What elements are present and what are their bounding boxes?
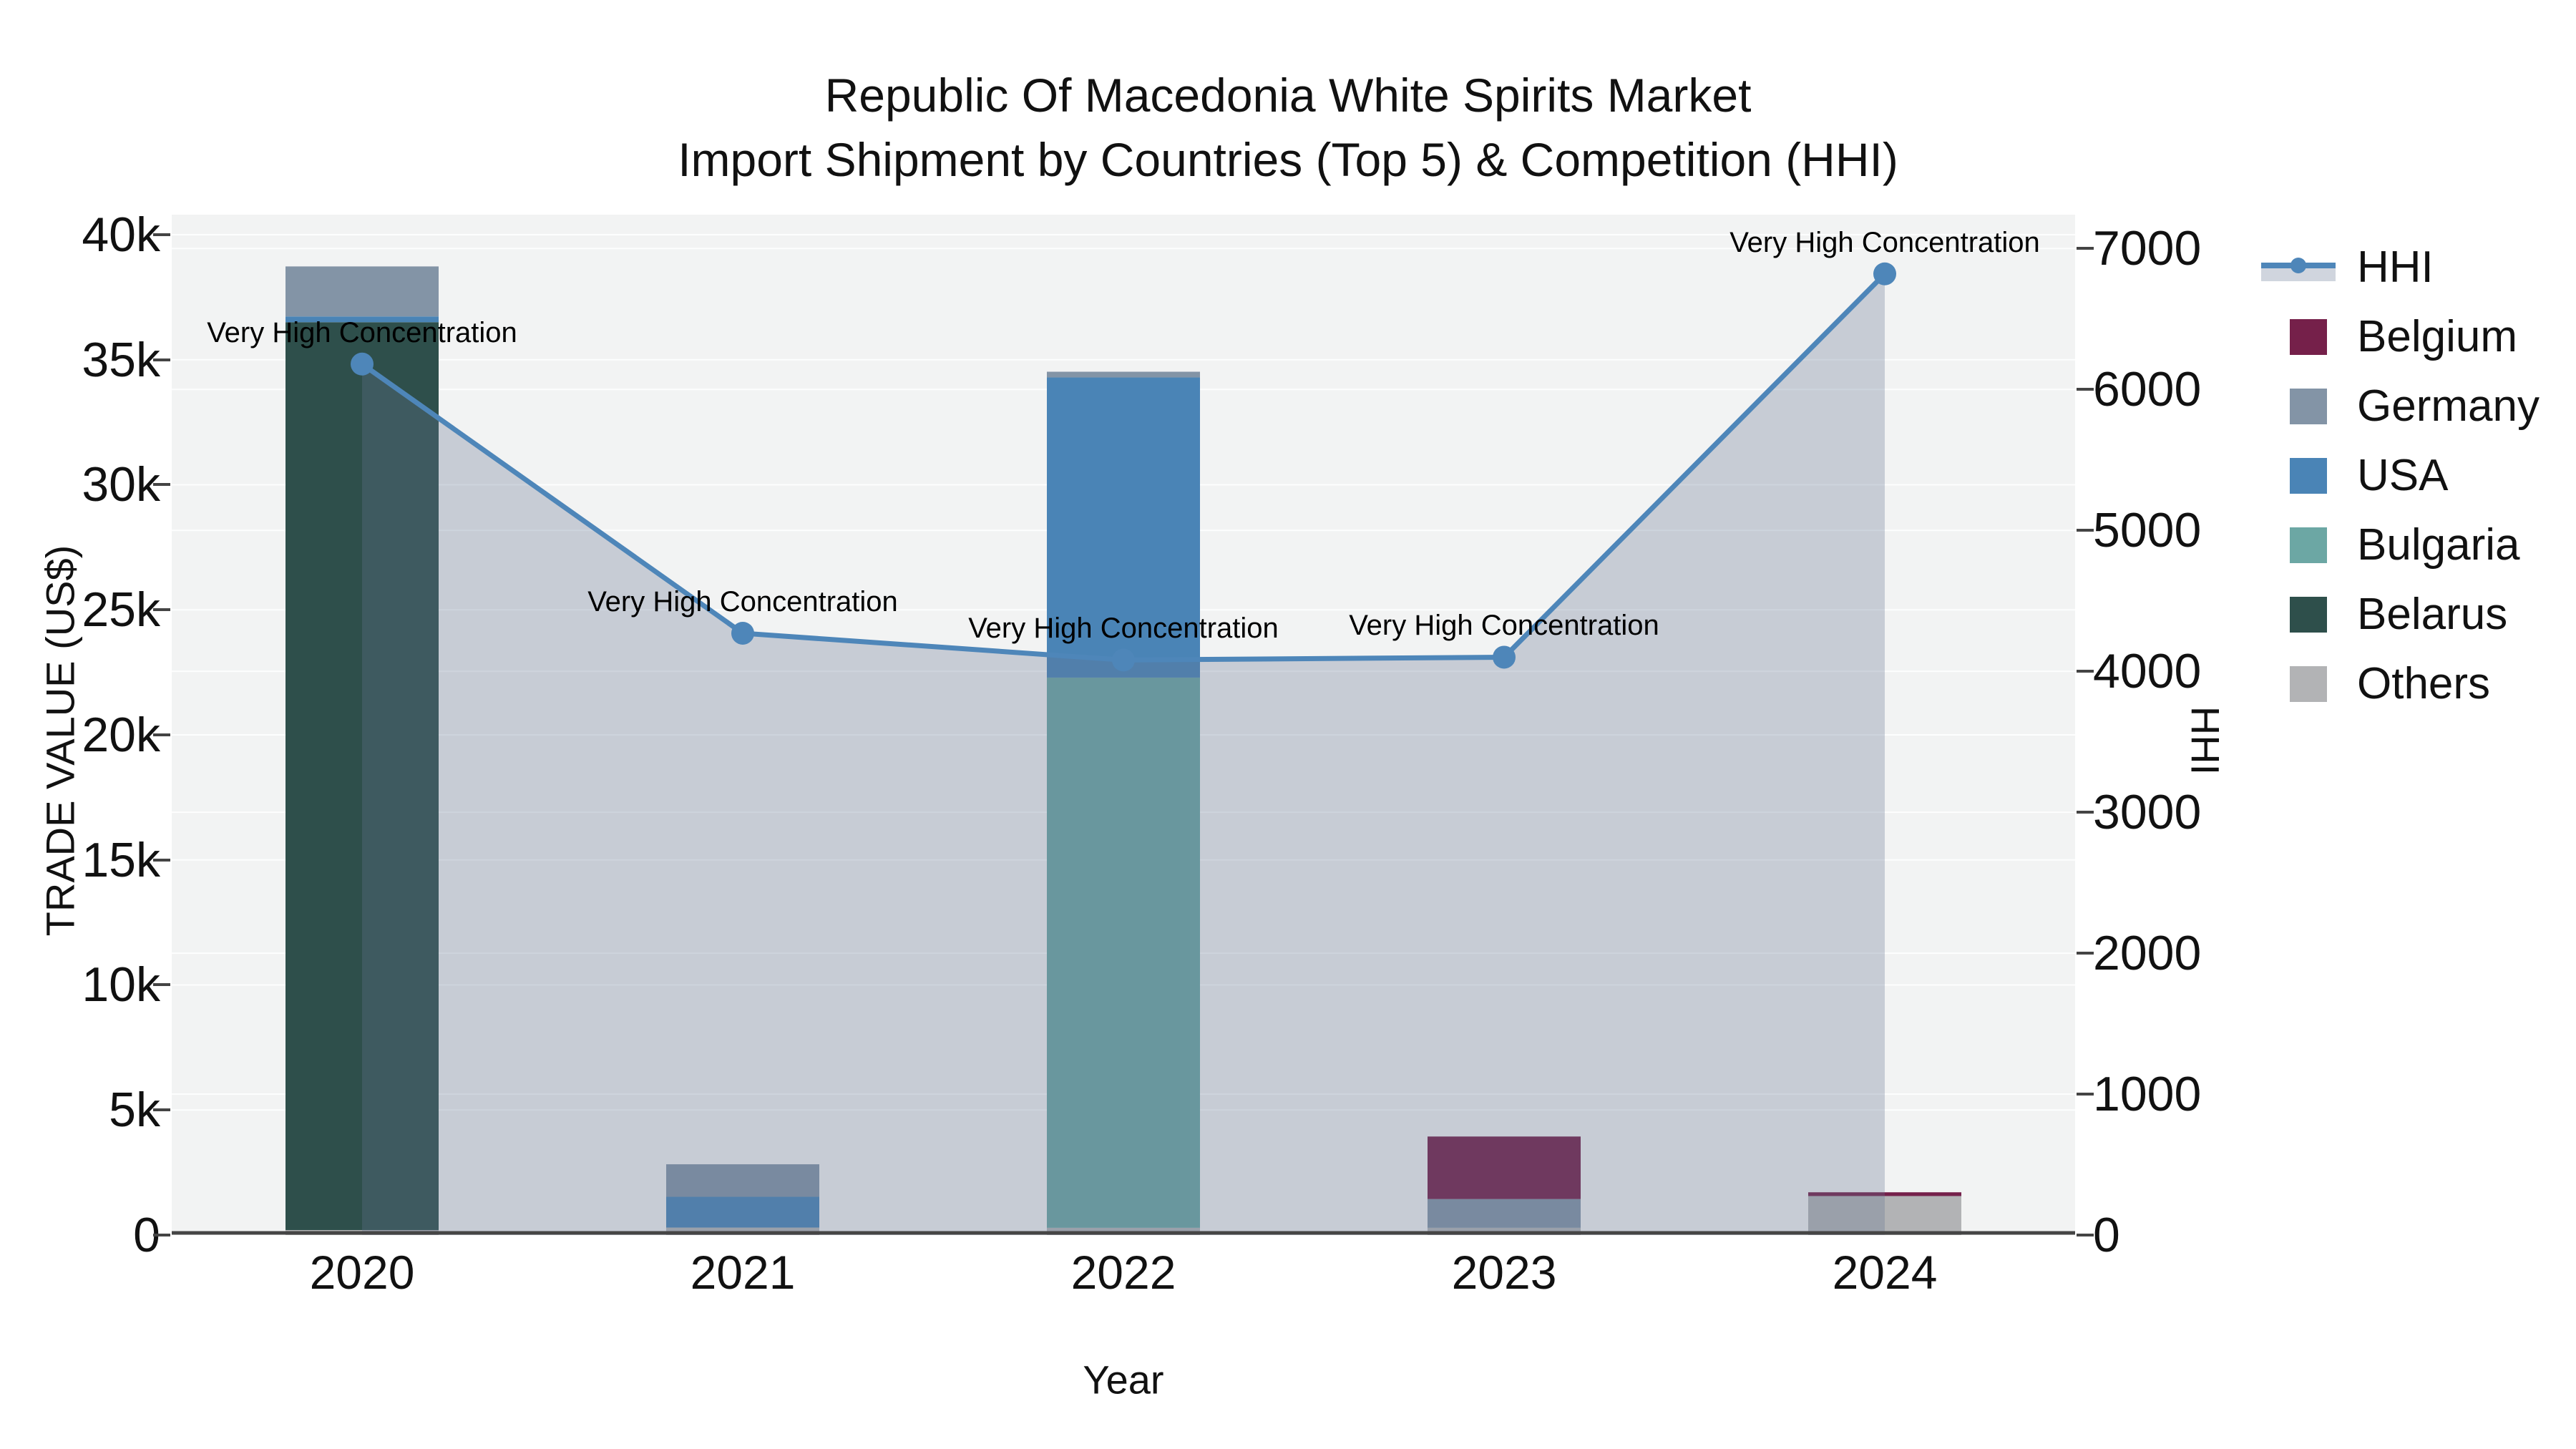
tick-mark	[153, 858, 170, 862]
bar-segment-germany-2020[interactable]	[286, 266, 439, 317]
legend-label: HHI	[2357, 242, 2434, 292]
bar-segment-bulgaria-2022[interactable]	[1047, 677, 1200, 1228]
hhi-area-fill	[362, 273, 1885, 1235]
hhi-marker-2021[interactable]	[731, 621, 754, 645]
legend-color-swatch-icon	[2261, 318, 2337, 355]
y-right-tick-label: 5000	[2093, 503, 2202, 558]
legend-label: Germany	[2357, 381, 2540, 431]
tick-mark	[2077, 670, 2094, 673]
legend-item-belarus[interactable]: Belarus	[2261, 580, 2540, 649]
bar-segment-usa-2021[interactable]	[666, 1196, 819, 1228]
chart-title-line1: Republic Of Macedonia White Spirits Mark…	[824, 69, 1752, 122]
tick-mark	[2077, 247, 2094, 250]
legend-item-germany[interactable]: Germany	[2261, 371, 2540, 441]
plot-canvas	[172, 233, 2075, 1235]
legend-color-swatch-icon	[2261, 596, 2337, 633]
tick-mark	[2077, 1234, 2094, 1236]
y-right-tick-label: 3000	[2093, 785, 2202, 840]
y-left-tick-label: 40k	[82, 207, 160, 262]
legend-label: USA	[2357, 450, 2449, 500]
annotation-2020: Very High Concentration	[207, 316, 517, 348]
tick-mark	[153, 733, 170, 736]
bar-segment-germany-2022[interactable]	[1047, 371, 1200, 378]
y-left-tick-label: 10k	[82, 957, 160, 1013]
legend-color-swatch-icon	[2261, 665, 2337, 702]
y-right-tick-label: 7000	[2093, 221, 2202, 276]
bar-segment-usa-2022[interactable]	[1047, 377, 1200, 678]
hhi-marker-2023[interactable]	[1493, 645, 1516, 669]
y-left-axis-title: TRADE VALUE (US$)	[37, 545, 83, 937]
bar-segment-usa-2020[interactable]	[286, 316, 439, 323]
tick-mark	[2077, 811, 2094, 814]
tick-mark	[153, 983, 170, 987]
annotation-2022: Very High Concentration	[968, 613, 1279, 645]
y-left-tick-label: 35k	[82, 332, 160, 387]
legend-label: Bulgaria	[2357, 519, 2520, 570]
annotation-2024: Very High Concentration	[1729, 226, 2040, 258]
legend-item-usa[interactable]: USA	[2261, 441, 2540, 510]
legend-item-others[interactable]: Others	[2261, 649, 2540, 718]
legend-color-swatch-icon	[2261, 527, 2337, 563]
x-axis-title: Year	[1083, 1357, 1164, 1402]
annotation-2021: Very High Concentration	[587, 585, 898, 618]
tick-mark	[2077, 952, 2094, 955]
chart-title-line2: Import Shipment by Countries (Top 5) & C…	[678, 133, 1898, 186]
y-left-tick-label: 15k	[82, 832, 160, 887]
x-tick-label-2020: 2020	[309, 1246, 415, 1299]
legend-color-swatch-icon	[2261, 388, 2337, 424]
hhi-marker-2024[interactable]	[1873, 262, 1896, 286]
x-tick-label-2023: 2023	[1451, 1246, 1557, 1299]
x-tick-label-2021: 2021	[690, 1246, 796, 1299]
legend-line-swatch-icon	[2261, 254, 2337, 281]
tick-mark	[153, 483, 170, 487]
bar-segment-belgium-2023[interactable]	[1428, 1136, 1581, 1199]
legend: HHI Belgium Germany USA Bulgaria Belarus Other…	[2261, 233, 2540, 718]
y-right-tick-label: 2000	[2093, 926, 2202, 981]
bar-segment-belarus-2020[interactable]	[286, 322, 439, 1231]
y-right-tick-label: 4000	[2093, 644, 2202, 699]
legend-label: Belarus	[2357, 589, 2508, 639]
legend-item-belgium[interactable]: Belgium	[2261, 302, 2540, 371]
x-tick-label-2022: 2022	[1070, 1246, 1176, 1299]
tick-mark	[2077, 388, 2094, 391]
bar-segment-belgium-2024[interactable]	[1808, 1192, 1961, 1196]
tick-mark	[153, 358, 170, 361]
bar-segment-germany-2023[interactable]	[1428, 1199, 1581, 1228]
tick-mark	[153, 1234, 170, 1236]
hhi-marker-2020[interactable]	[351, 352, 374, 376]
tick-mark	[153, 233, 170, 236]
annotation-2023: Very High Concentration	[1349, 610, 1659, 642]
y-right-axis-title: HHI	[2182, 706, 2228, 776]
chart-title: Republic Of Macedonia White Spirits Mark…	[0, 63, 2576, 192]
tick-mark	[153, 608, 170, 612]
legend-color-swatch-icon	[2261, 457, 2337, 494]
y-left-tick-label: 5k	[109, 1083, 160, 1138]
bar-segment-germany-2021[interactable]	[666, 1164, 819, 1197]
legend-label: Belgium	[2357, 311, 2517, 361]
y-left-tick-label: 25k	[82, 582, 160, 638]
legend-item-hhi[interactable]: HHI	[2261, 233, 2540, 302]
tick-mark	[2077, 1093, 2094, 1096]
plot-area: Very High Concentration Very High Concent…	[172, 215, 2075, 1235]
x-tick-label-2024: 2024	[1832, 1246, 1938, 1299]
legend-label: Others	[2357, 658, 2491, 708]
y-left-tick-label: 30k	[82, 457, 160, 512]
bar-segment-others-2024[interactable]	[1808, 1196, 1961, 1235]
y-right-tick-label: 6000	[2093, 362, 2202, 417]
tick-mark	[153, 1108, 170, 1112]
y-left-tick-label: 20k	[82, 707, 160, 762]
legend-item-bulgaria[interactable]: Bulgaria	[2261, 510, 2540, 580]
y-right-tick-label: 1000	[2093, 1067, 2202, 1122]
hhi-marker-2022[interactable]	[1112, 648, 1135, 672]
tick-mark	[2077, 529, 2094, 532]
y-right-tick-label: 0	[2093, 1208, 2120, 1262]
